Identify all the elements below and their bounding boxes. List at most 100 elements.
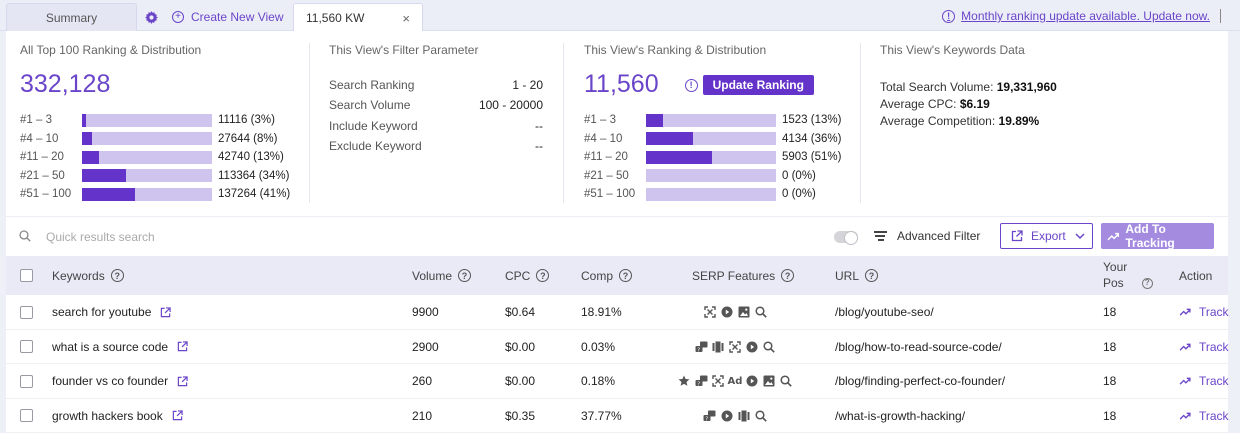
total-search-volume-label: Total Search Volume: — [880, 80, 994, 94]
row-checkbox[interactable] — [20, 409, 33, 422]
create-new-view-button[interactable]: + Create New View — [172, 3, 290, 31]
serp-features-cell: ? Ad — [678, 364, 793, 398]
help-icon[interactable]: ? — [1141, 277, 1153, 289]
distribution-row: #11 – 20 5903 (51%) — [584, 148, 854, 167]
view-ranking-title: This View's Ranking & Distribution — [584, 43, 767, 57]
help-icon[interactable]: ? — [781, 269, 795, 282]
update-ranking-button[interactable]: Update Ranking — [702, 75, 814, 95]
help-icon[interactable]: ? — [110, 269, 124, 282]
distribution-label: #11 – 20 — [20, 151, 64, 164]
distribution-row: #1 – 3 11116 (3%) — [20, 111, 300, 130]
average-cpc-label: Average CPC: — [880, 97, 957, 111]
filter-parameter-row: Search Ranking 1 - 20 — [329, 78, 543, 98]
keyword-cell: founder vs co founder — [52, 364, 188, 398]
image-serp-icon — [737, 306, 750, 319]
all-top100-total: 332,128 — [20, 70, 111, 98]
serp-features-cell — [703, 295, 767, 329]
your-pos-cell: 18 — [1103, 305, 1117, 319]
column-volume-label: Volume — [412, 268, 453, 283]
total-search-volume: Total Search Volume: 19,331,960 — [880, 80, 1210, 97]
url-cell[interactable]: /blog/finding-perfect-co-founder/ — [835, 374, 1006, 388]
keyword-text[interactable]: what is a source code — [52, 339, 169, 354]
url-cell[interactable]: /blog/how-to-read-source-code/ — [835, 339, 1002, 354]
info-icon[interactable]: ! — [684, 78, 698, 92]
your-pos-cell: 18 — [1103, 339, 1117, 354]
filter-parameter-row: Search Volume 100 - 20000 — [329, 98, 543, 118]
column-keywords[interactable]: Keywords? — [52, 256, 124, 295]
export-label: Export — [1031, 229, 1066, 243]
distribution-value: 5903 (51%) — [782, 151, 842, 164]
all-top100-distribution: #1 – 3 11116 (3%) #4 – 10 27644 (8%) #11 – 2… — [20, 111, 300, 204]
search-serp-icon — [780, 375, 793, 388]
help-icon[interactable]: ? — [536, 269, 550, 282]
table-row: growth hackers book 210 $0.35 37.77%? /what-… — [6, 398, 1229, 433]
distribution-value: 1523 (13%) — [782, 114, 842, 127]
select-all-checkbox[interactable] — [20, 269, 33, 282]
video-serp-icon — [746, 375, 759, 388]
column-your-pos-label-2: Pos — [1103, 276, 1124, 290]
distribution-label: #4 – 10 — [20, 132, 59, 145]
view-ranking-distribution: #1 – 3 1523 (13%) #4 – 10 4134 (36%) #11 – 2… — [584, 111, 854, 204]
row-checkbox[interactable] — [20, 374, 33, 388]
column-comp[interactable]: Comp? — [581, 256, 633, 295]
distribution-bar — [82, 150, 212, 164]
monthly-update-link[interactable]: ! Monthly ranking update available. Upda… — [942, 9, 1210, 23]
track-button[interactable]: Track — [1179, 295, 1229, 329]
column-cpc[interactable]: CPC? — [505, 256, 550, 295]
keyword-text[interactable]: founder vs co founder — [52, 374, 169, 388]
video-serp-icon — [746, 340, 759, 353]
distribution-bar-fill — [82, 187, 136, 201]
results-toolbar: Advanced Filter Export Add To Tracking — [6, 216, 1228, 256]
help-icon[interactable]: ? — [458, 269, 472, 282]
external-link-icon[interactable] — [172, 410, 183, 421]
help-icon[interactable]: ? — [619, 269, 633, 282]
trending-up-icon — [1179, 343, 1191, 351]
distribution-bar-fill — [646, 150, 713, 164]
export-button[interactable]: Export — [1000, 223, 1093, 249]
distribution-bar — [646, 187, 776, 201]
keyword-text[interactable]: search for youtube — [52, 305, 152, 319]
url-cell[interactable]: /blog/youtube-seo/ — [835, 305, 934, 319]
filter-parameter-value: -- — [535, 138, 543, 153]
view-settings-button[interactable] — [140, 3, 162, 31]
total-search-volume-value: 19,331,960 — [996, 80, 1057, 94]
column-volume[interactable]: Volume? — [412, 256, 472, 295]
trending-up-icon — [1107, 232, 1120, 240]
distribution-row: #11 – 20 42740 (13%) — [20, 148, 300, 167]
tab-active-view[interactable]: 11,560 KW × — [293, 3, 423, 32]
track-button[interactable]: Track — [1179, 399, 1229, 433]
monthly-update-text: Monthly ranking update available. Update… — [961, 9, 1210, 23]
column-url[interactable]: URL? — [835, 256, 879, 295]
distribution-label: #1 – 3 — [20, 114, 52, 127]
advanced-filter-button[interactable]: Advanced Filter — [874, 229, 980, 243]
distribution-label: #51 – 100 — [584, 188, 636, 201]
view-ranking-total: 11,560 — [584, 70, 659, 98]
plus-circle-icon: + — [172, 11, 184, 23]
trending-up-icon — [1179, 377, 1191, 385]
help-icon[interactable]: ? — [865, 269, 879, 282]
distribution-label: #21 – 50 — [20, 169, 65, 182]
row-checkbox[interactable] — [20, 305, 33, 319]
tab-summary[interactable]: Summary — [6, 3, 137, 31]
export-icon — [1011, 230, 1023, 242]
external-link-icon[interactable] — [177, 375, 188, 387]
keyword-text[interactable]: growth hackers book — [52, 408, 163, 423]
quick-search-input[interactable] — [46, 227, 446, 247]
advanced-filter-toggle[interactable] — [834, 231, 858, 245]
external-link-icon[interactable] — [160, 306, 172, 318]
divider — [860, 43, 861, 203]
track-button[interactable]: Track — [1179, 364, 1229, 398]
column-keywords-label: Keywords — [52, 268, 105, 283]
column-your-pos[interactable]: Your Pos? — [1103, 256, 1153, 295]
track-label: Track — [1199, 305, 1229, 319]
stats-section: All Top 100 Ranking & Distribution 332,1… — [6, 31, 1228, 216]
close-icon[interactable]: × — [402, 11, 410, 26]
url-cell[interactable]: /what-is-growth-hacking/ — [835, 408, 966, 423]
external-link-icon[interactable] — [177, 341, 188, 352]
distribution-value: 42740 (13%) — [218, 151, 284, 164]
filter-parameter-title: This View's Filter Parameter — [329, 43, 479, 57]
qa-serp-icon: ? — [695, 340, 708, 353]
row-checkbox[interactable] — [20, 340, 33, 353]
add-to-tracking-button[interactable]: Add To Tracking — [1101, 222, 1214, 250]
track-button[interactable]: Track — [1179, 330, 1229, 364]
